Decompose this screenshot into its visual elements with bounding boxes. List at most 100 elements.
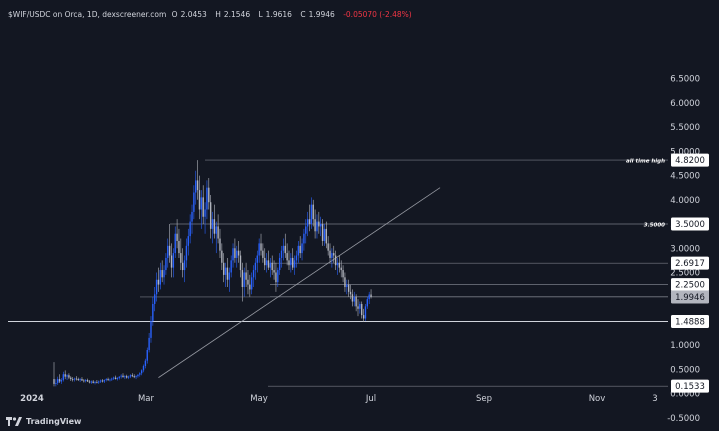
price-label-text: 0.1533 xyxy=(675,382,705,392)
time-axis[interactable]: 2024 Mar May Jul Sep Nov 3 xyxy=(20,394,658,404)
candle xyxy=(325,221,327,249)
candle xyxy=(258,238,260,263)
candle-body xyxy=(111,378,113,380)
price-label-text: 4.8200 xyxy=(675,156,705,166)
candle xyxy=(85,379,87,383)
candle-body xyxy=(357,306,359,309)
x-tick-label: Jul xyxy=(365,394,376,404)
candle xyxy=(209,194,212,239)
candle xyxy=(185,238,188,268)
y-tick-label: 6.5000 xyxy=(670,75,700,85)
candle-body xyxy=(208,187,210,203)
candle-body xyxy=(57,379,59,383)
candle-body xyxy=(215,226,217,234)
candle xyxy=(249,274,251,297)
candle-body xyxy=(316,221,318,232)
candle-body xyxy=(254,262,257,271)
candle xyxy=(280,245,283,268)
candle xyxy=(370,289,372,299)
candle xyxy=(312,199,314,227)
candle xyxy=(288,250,290,271)
candle-body xyxy=(183,260,186,271)
candle xyxy=(159,262,162,290)
candle-body xyxy=(301,243,303,254)
candle xyxy=(75,376,78,381)
candle xyxy=(331,248,333,268)
candle-body xyxy=(165,257,167,271)
candle xyxy=(321,219,324,246)
legend-change: -0.05070 (-2.48%) xyxy=(343,10,412,19)
candle-body xyxy=(53,379,55,384)
candle-body xyxy=(181,262,184,271)
candle xyxy=(292,248,294,271)
price-label-box xyxy=(671,278,709,292)
candle-body xyxy=(308,219,311,225)
candle-body xyxy=(312,204,314,220)
candle xyxy=(224,262,227,288)
candle xyxy=(64,370,66,380)
candle xyxy=(295,250,298,268)
candle xyxy=(278,253,281,275)
candle-body xyxy=(359,303,361,309)
candle-body xyxy=(236,250,238,258)
candle xyxy=(290,253,292,273)
candle-body xyxy=(159,270,162,285)
candle xyxy=(174,226,176,258)
candle-body xyxy=(361,303,363,316)
candle-body xyxy=(342,270,344,278)
price-label: 3.5000 3.5000 xyxy=(644,217,709,231)
candle xyxy=(318,211,320,234)
candle-body xyxy=(271,262,273,271)
candle xyxy=(254,257,257,280)
legend-open-key: O xyxy=(171,10,178,19)
candle xyxy=(303,228,305,251)
candle-body xyxy=(94,381,96,383)
candle xyxy=(88,380,91,384)
candle-body xyxy=(191,211,193,222)
candle-body xyxy=(329,250,331,258)
candle-body xyxy=(176,233,178,241)
candle-body xyxy=(71,379,74,380)
candle-body xyxy=(155,279,158,295)
candle-body xyxy=(118,376,120,379)
legend-close-value: 1.9946 xyxy=(308,10,335,19)
candle xyxy=(299,236,301,258)
candle xyxy=(131,373,134,378)
candle xyxy=(271,255,273,275)
candle-body xyxy=(213,219,216,234)
candle-body xyxy=(157,279,160,285)
candle xyxy=(90,380,92,384)
legend-open-value: 2.0453 xyxy=(180,10,207,19)
candle-body xyxy=(275,272,277,283)
candle xyxy=(86,378,89,382)
candle xyxy=(101,379,104,383)
candle xyxy=(228,267,231,292)
candle xyxy=(83,379,85,383)
candle xyxy=(213,204,216,239)
candle-body xyxy=(234,248,236,258)
candle xyxy=(252,265,255,288)
y-tick-label: 6.0000 xyxy=(670,99,700,109)
candle-body xyxy=(243,272,245,288)
candle xyxy=(232,243,234,268)
candle-body xyxy=(286,253,288,261)
candle-body xyxy=(150,320,152,338)
candle-body xyxy=(163,270,165,278)
price-label-box xyxy=(671,153,709,167)
candle xyxy=(71,377,74,382)
candle-body xyxy=(334,255,337,266)
tradingview-logo[interactable]: TradingView xyxy=(6,417,81,426)
candle xyxy=(347,279,350,297)
candle-body xyxy=(344,277,346,288)
candle-body xyxy=(202,197,204,217)
candle-body xyxy=(351,294,354,302)
candle xyxy=(107,377,109,382)
candle-body xyxy=(116,378,119,380)
candle xyxy=(181,248,184,278)
legend-high-value: 2.1546 xyxy=(223,10,251,19)
legend-low: L 1.9616 xyxy=(258,10,294,19)
candle-body xyxy=(338,262,341,268)
candle xyxy=(98,380,100,384)
